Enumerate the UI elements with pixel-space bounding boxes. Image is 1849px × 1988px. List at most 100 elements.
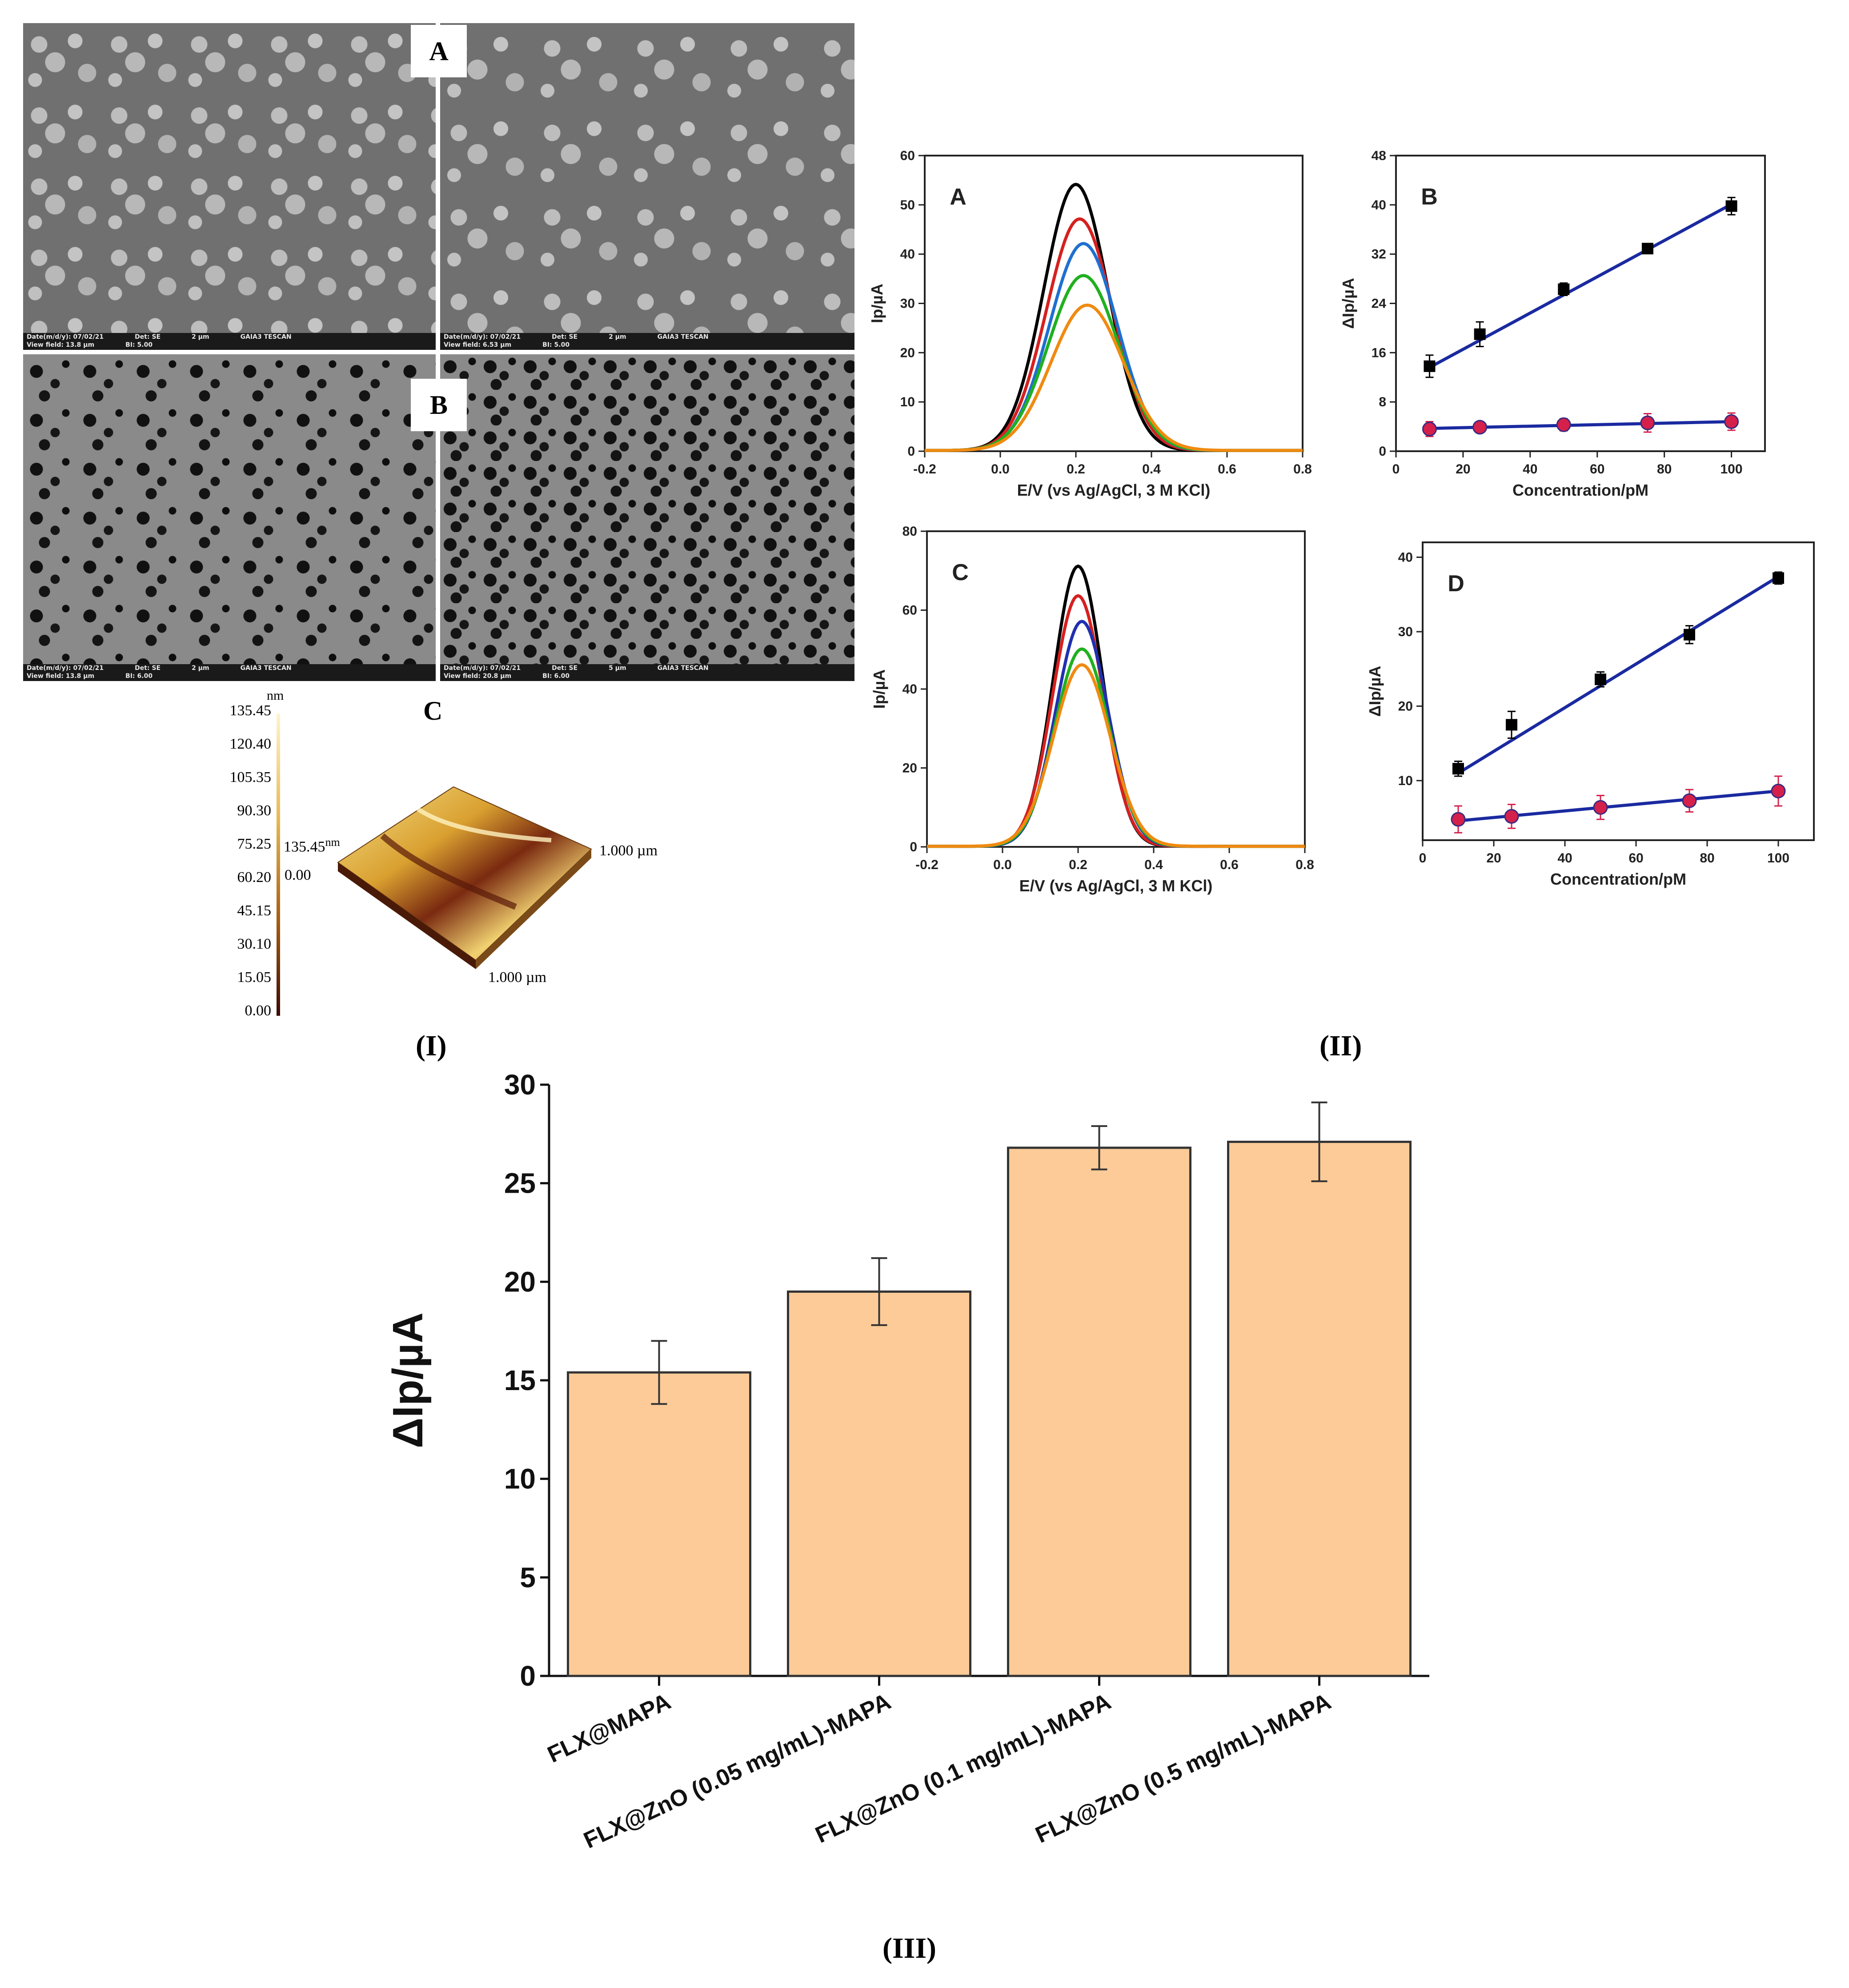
y-tick-label: 80 — [902, 524, 917, 539]
data-point-circle — [1472, 420, 1488, 435]
voltammogram-red — [927, 594, 1305, 848]
x-tick-label: 0.0 — [991, 462, 1010, 477]
y-tick-label: 16 — [1372, 345, 1386, 360]
sem-info-bar: Date(m/d/y): 07/02/21 Det: SE 2 µm GAIA3 TE… — [23, 333, 436, 350]
x-tick-label: 20 — [1456, 462, 1470, 477]
y-tick-label: 10 — [504, 1463, 536, 1495]
x-tick-label: 0.4 — [1144, 858, 1163, 872]
x-tick-label: 40 — [1523, 462, 1537, 477]
sem-info-bar: Date(m/d/y): 07/02/21 Det: SE 2 µm GAIA3 TE… — [440, 333, 854, 350]
afm-scale-tick: 105.35 — [229, 769, 272, 786]
y-axis-label: Ip/µA — [871, 284, 886, 323]
afm-axis-right: 1.000 µm — [599, 842, 658, 859]
y-tick-label: 60 — [900, 148, 915, 163]
x-tick-label: 0.0 — [993, 858, 1012, 872]
sem-image-a-right: Date(m/d/y): 07/02/21 Det: SE 2 µm GAIA3 TE… — [440, 23, 854, 350]
voltammogram-orange — [927, 663, 1305, 848]
data-point-square — [1452, 763, 1464, 775]
y-tick-label: 20 — [902, 761, 917, 776]
x-tick-label: 0.6 — [1220, 858, 1239, 872]
afm-3d-surface — [337, 786, 592, 969]
data-point-square — [1474, 328, 1486, 340]
y-tick-label: 60 — [902, 603, 917, 618]
y-tick-label: 10 — [900, 395, 915, 409]
data-point-square — [1558, 283, 1570, 295]
bar — [1007, 1146, 1191, 1677]
afm-scale-unit: nm — [267, 688, 284, 703]
sem-info-bar: Date(m/d/y): 07/02/21 Det: SE 5 µm GAIA3 TE… — [440, 664, 854, 681]
afm-inset-max-value: 135.45 — [284, 838, 325, 855]
x-tick-label: 100 — [1767, 851, 1789, 866]
afm-scale-tick: 75.25 — [237, 836, 272, 852]
x-tick-label: 80 — [1700, 851, 1714, 866]
voltammogram-red — [925, 217, 1303, 452]
data-point-square — [1424, 360, 1436, 372]
x-tick-label: 0 — [1419, 851, 1427, 866]
data-point-square — [1506, 719, 1517, 731]
x-axis-label: E/V (vs Ag/AgCl, 3 M KCl) — [1017, 481, 1211, 499]
x-tick-label: 60 — [1628, 851, 1643, 866]
afm-scale-tick: 90.30 — [237, 802, 272, 819]
afm-scale-tick: 0.00 — [245, 1002, 272, 1019]
data-point-square — [1641, 243, 1653, 255]
voltammogram-blue — [927, 620, 1305, 848]
y-tick-label: 30 — [504, 1069, 536, 1101]
x-tick-label: 80 — [1657, 462, 1672, 477]
afm-inset-min: 0.00 — [285, 867, 311, 883]
plot-frame — [1395, 155, 1766, 452]
panel-letter: C — [952, 560, 969, 585]
y-tick-label: 20 — [1398, 699, 1413, 714]
y-tick-label: 40 — [1398, 550, 1413, 565]
x-tick-label: 0 — [1392, 462, 1400, 477]
x-tick-label: 60 — [1590, 462, 1604, 477]
y-tick-label: 30 — [900, 297, 915, 311]
voltammogram-green — [925, 274, 1303, 452]
y-tick-label: 48 — [1372, 148, 1386, 163]
afm-axis-bottom: 1.000 µm — [488, 969, 547, 986]
afm-scale-tick: 30.10 — [237, 936, 272, 952]
y-tick-label: 20 — [504, 1266, 536, 1298]
data-point-circle — [1504, 809, 1519, 824]
afm-scale-tick: 60.20 — [237, 869, 272, 886]
data-point-circle — [1451, 812, 1466, 827]
panel-label-iii: (III) — [882, 1932, 937, 1964]
data-point-square — [1773, 572, 1784, 584]
bar — [787, 1291, 971, 1677]
sem-image-a-left: Date(m/d/y): 07/02/21 Det: SE 2 µm GAIA3 TE… — [23, 23, 436, 350]
fit-line-squares — [1428, 203, 1733, 369]
afm-scale-tick: 15.05 — [237, 969, 272, 986]
data-point-circle — [1724, 414, 1739, 429]
y-tick-label: 24 — [1372, 297, 1387, 311]
data-point-circle — [1593, 800, 1608, 815]
x-tick-label: 0.8 — [1296, 858, 1314, 872]
y-tick-label: 0 — [1379, 444, 1386, 459]
afm-scale-tick: 135.45 — [229, 702, 272, 719]
voltammogram-black — [927, 564, 1305, 848]
y-tick-label: 50 — [900, 198, 915, 212]
panel-letter: B — [1421, 184, 1438, 210]
y-tick-label: 10 — [1398, 774, 1413, 788]
data-point-circle — [1682, 793, 1697, 808]
bar — [1227, 1141, 1412, 1677]
y-tick-label: 25 — [504, 1167, 536, 1199]
y-axis-label: ΔIp/µA — [1366, 666, 1384, 717]
x-axis-label: Concentration/pM — [1550, 870, 1686, 888]
data-point-square — [1595, 673, 1606, 685]
voltammogram-orange — [925, 303, 1303, 452]
x-tick-label: 0.4 — [1142, 462, 1161, 477]
panel-label-i: (I) — [416, 1030, 447, 1062]
y-axis-label: Ip/µA — [871, 669, 888, 709]
x-tick-label: -0.2 — [913, 462, 936, 477]
x-tick-label: 0.2 — [1067, 462, 1085, 477]
y-axis-label: ΔIp/µA — [384, 1312, 432, 1448]
x-tick-label: 0.2 — [1069, 858, 1087, 872]
afm-inset-unit: nm — [325, 836, 340, 849]
sem-image-b-right: Date(m/d/y): 07/02/21 Det: SE 5 µm GAIA3 TE… — [440, 354, 854, 681]
fit-line-squares — [1457, 575, 1779, 775]
x-axis-label: Concentration/pM — [1512, 481, 1648, 499]
data-point-square — [1725, 200, 1737, 212]
x-tick-label: 0.6 — [1218, 462, 1236, 477]
data-point-square — [1684, 629, 1695, 641]
sem-label-a: A — [411, 25, 467, 77]
